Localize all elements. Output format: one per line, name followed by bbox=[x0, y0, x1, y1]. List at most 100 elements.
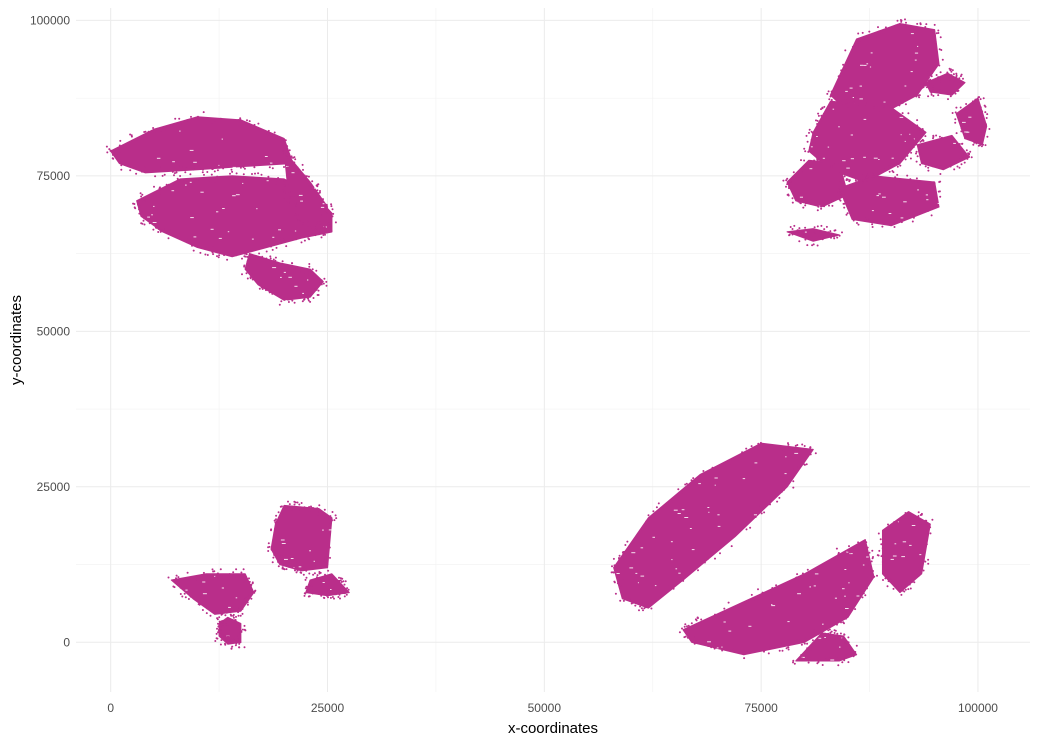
data-point bbox=[791, 231, 794, 233]
data-point bbox=[906, 174, 909, 177]
data-point bbox=[924, 183, 927, 186]
data-point bbox=[754, 516, 757, 518]
data-point bbox=[306, 230, 309, 233]
data-point bbox=[805, 196, 808, 199]
data-point bbox=[624, 544, 627, 546]
data-point bbox=[187, 598, 190, 600]
data-point bbox=[225, 611, 228, 614]
data-point bbox=[188, 578, 191, 581]
data-point bbox=[951, 112, 954, 114]
data-point bbox=[184, 587, 187, 590]
data-point bbox=[809, 149, 811, 152]
data-point bbox=[829, 198, 832, 201]
data-point bbox=[329, 224, 332, 227]
data-point bbox=[277, 511, 280, 514]
data-point bbox=[671, 500, 674, 503]
data-point bbox=[193, 166, 196, 169]
data-point bbox=[285, 168, 288, 171]
point-gap bbox=[721, 646, 723, 648]
data-point bbox=[924, 560, 927, 563]
data-point bbox=[855, 644, 858, 647]
data-point bbox=[792, 448, 795, 450]
data-point bbox=[177, 182, 180, 185]
data-point bbox=[677, 581, 680, 584]
data-point bbox=[873, 175, 876, 178]
data-point bbox=[246, 581, 249, 584]
data-point bbox=[975, 141, 978, 143]
data-point bbox=[909, 157, 912, 160]
point-gap bbox=[640, 547, 644, 549]
data-point bbox=[798, 577, 801, 580]
point-gap bbox=[839, 646, 841, 648]
data-point bbox=[248, 580, 251, 583]
data-point bbox=[206, 171, 209, 173]
data-point bbox=[955, 106, 958, 109]
data-point bbox=[253, 164, 256, 167]
data-point bbox=[965, 134, 968, 137]
data-point bbox=[934, 55, 937, 57]
data-point bbox=[797, 200, 800, 203]
data-point bbox=[815, 233, 818, 236]
point-gap bbox=[824, 637, 826, 638]
data-point bbox=[786, 177, 789, 180]
data-point bbox=[692, 477, 695, 480]
data-point bbox=[959, 106, 962, 109]
data-point bbox=[931, 82, 934, 84]
data-point bbox=[934, 164, 937, 167]
point-cloud bbox=[786, 224, 843, 247]
data-point bbox=[290, 191, 293, 194]
data-point bbox=[814, 145, 816, 148]
data-point bbox=[937, 29, 940, 32]
data-point bbox=[820, 205, 823, 208]
data-point bbox=[844, 642, 846, 644]
data-point bbox=[145, 170, 148, 173]
data-point bbox=[326, 518, 329, 521]
point-gap bbox=[210, 228, 214, 230]
data-point bbox=[975, 139, 978, 141]
data-point bbox=[865, 541, 868, 544]
data-point bbox=[857, 590, 860, 593]
data-point bbox=[333, 519, 336, 522]
data-point bbox=[185, 120, 188, 123]
data-point bbox=[825, 233, 828, 236]
data-point bbox=[820, 631, 823, 634]
data-point bbox=[162, 227, 165, 230]
data-point bbox=[778, 496, 781, 499]
data-point bbox=[333, 597, 335, 600]
data-point bbox=[143, 166, 146, 169]
data-point bbox=[798, 240, 801, 243]
data-point bbox=[841, 661, 844, 664]
data-point bbox=[306, 271, 309, 274]
data-point bbox=[915, 150, 918, 153]
data-point bbox=[248, 577, 250, 580]
data-point bbox=[830, 166, 833, 168]
data-point bbox=[933, 23, 936, 26]
data-point bbox=[917, 511, 920, 514]
data-point bbox=[723, 607, 726, 610]
data-point bbox=[314, 288, 316, 290]
data-point bbox=[235, 568, 238, 571]
data-point bbox=[843, 633, 846, 636]
data-point bbox=[163, 129, 166, 131]
data-point bbox=[763, 650, 765, 653]
data-point bbox=[141, 169, 144, 172]
data-point bbox=[315, 184, 318, 187]
data-point bbox=[652, 510, 655, 513]
data-point bbox=[981, 126, 984, 129]
point-gap bbox=[784, 473, 787, 475]
data-point bbox=[813, 629, 816, 632]
data-point bbox=[803, 445, 806, 447]
data-point bbox=[159, 230, 162, 233]
data-point bbox=[135, 172, 138, 175]
data-point bbox=[175, 171, 178, 174]
data-point bbox=[810, 236, 813, 239]
data-point bbox=[251, 581, 254, 584]
data-point bbox=[153, 131, 156, 134]
data-point bbox=[829, 631, 832, 634]
point-gap bbox=[684, 517, 689, 518]
data-point bbox=[280, 147, 283, 150]
data-point bbox=[830, 102, 833, 104]
data-point bbox=[619, 584, 622, 587]
data-point bbox=[302, 573, 305, 576]
point-gap bbox=[675, 568, 678, 570]
